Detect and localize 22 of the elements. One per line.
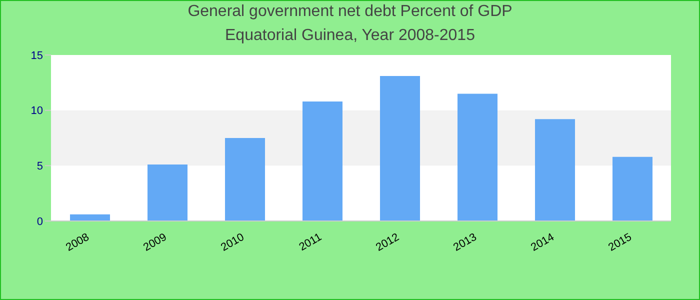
x-tick-label: 2011: [297, 231, 324, 254]
bar: [70, 214, 110, 221]
x-tick-label: 2009: [142, 231, 169, 254]
bar: [380, 76, 420, 221]
chart-subtitle: Equatorial Guinea, Year 2008-2015: [224, 27, 476, 45]
x-tick-label: 2014: [529, 231, 556, 254]
bar: [535, 119, 575, 221]
bar: [225, 138, 265, 221]
x-tick-label: 2012: [374, 231, 402, 254]
x-tick-label: 2010: [219, 231, 246, 254]
bar: [302, 101, 342, 221]
y-tick-label: 5: [36, 160, 43, 173]
y-tick-label: 15: [30, 50, 43, 62]
bar: [612, 156, 652, 221]
y-tick-label: 0: [36, 216, 43, 228]
x-tick-label: 2013: [452, 231, 479, 254]
bar: [458, 94, 498, 221]
chart-title: General government net debt Percent of GDP: [186, 3, 514, 21]
y-tick-label: 10: [30, 105, 43, 118]
x-tick-label: 2008: [64, 231, 92, 254]
bar: [148, 164, 188, 221]
x-tick-label: 2015: [606, 231, 634, 254]
